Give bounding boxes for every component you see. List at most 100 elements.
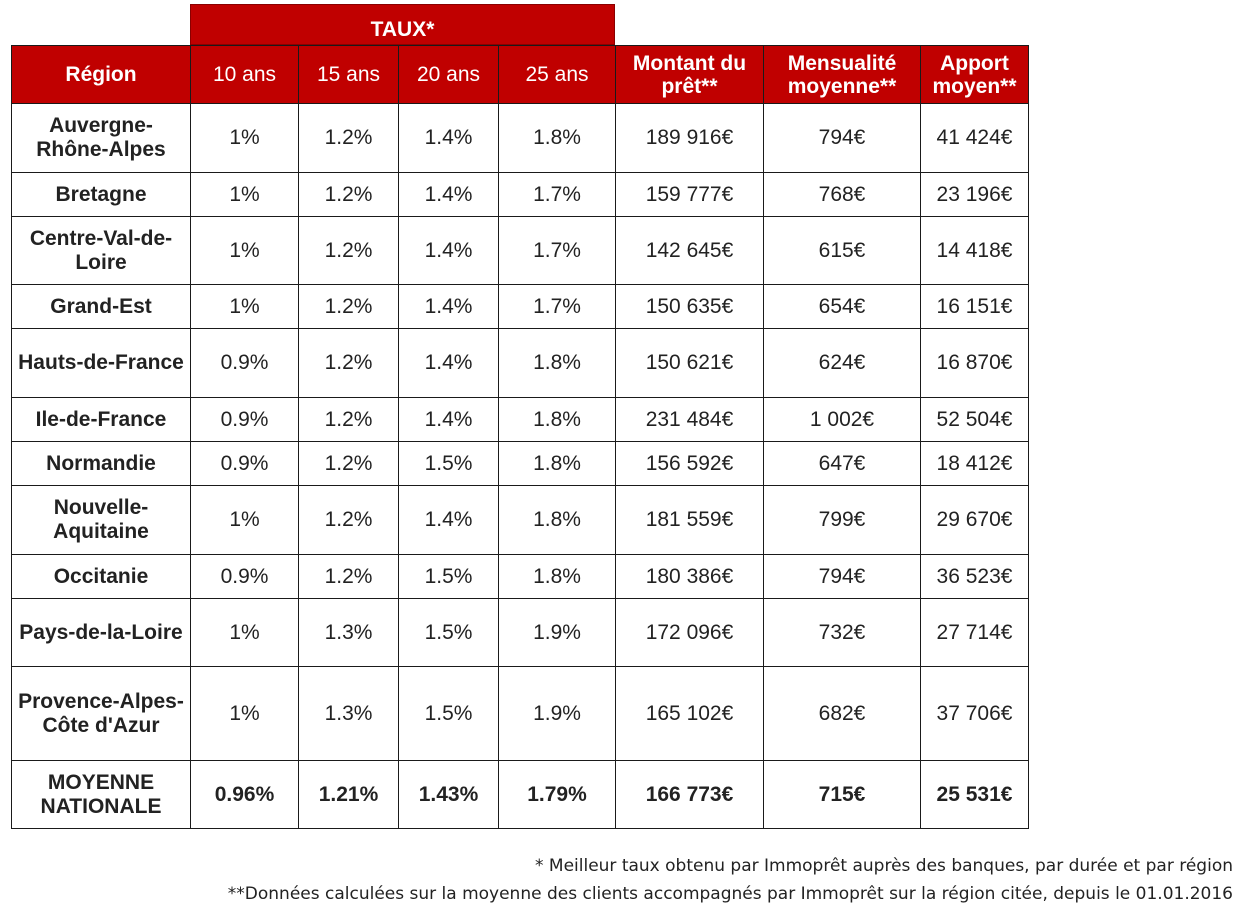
mensualite-cell: 768€ [763,172,921,217]
rate-15-cell: 1.2% [298,554,399,599]
region-cell: Grand-Est [11,284,191,329]
table-row: Bretagne 1% 1.2% 1.4% 1.7% 159 777€ 768€… [11,172,1029,217]
rate-15-cell: 1.2% [298,328,399,398]
rate-25-cell: 1.8% [498,397,616,442]
table-row: Provence-Alpes-Côte d'Azur 1% 1.3% 1.5% … [11,666,1029,761]
header-apport: Apport moyen** [920,45,1029,104]
rate-15-cell: 1.21% [298,760,399,829]
region-cell: Auvergne-Rhône-Alpes [11,103,191,173]
header-10-ans: 10 ans [190,45,299,104]
table-row: Occitanie 0.9% 1.2% 1.5% 1.8% 180 386€ 7… [11,554,1029,599]
rate-20-cell: 1.4% [398,485,499,555]
rate-10-cell: 1% [190,666,299,761]
apport-cell: 16 151€ [920,284,1029,329]
rate-10-cell: 0.9% [190,554,299,599]
rate-20-cell: 1.4% [398,216,499,285]
rate-20-cell: 1.4% [398,103,499,173]
rate-10-cell: 0.9% [190,441,299,486]
region-cell: Centre-Val-de-Loire [11,216,191,285]
region-cell: Normandie [11,441,191,486]
rate-15-cell: 1.2% [298,172,399,217]
table-header-row: Région 10 ans 15 ans 20 ans 25 ans Monta… [11,45,1029,104]
rate-15-cell: 1.2% [298,441,399,486]
rate-25-cell: 1.8% [498,554,616,599]
rate-25-cell: 1.9% [498,598,616,667]
region-cell: MOYENNE NATIONALE [11,760,191,829]
rate-25-cell: 1.79% [498,760,616,829]
apport-cell: 23 196€ [920,172,1029,217]
apport-cell: 36 523€ [920,554,1029,599]
apport-cell: 18 412€ [920,441,1029,486]
rate-15-cell: 1.3% [298,666,399,761]
rate-25-cell: 1.8% [498,485,616,555]
rate-10-cell: 1% [190,284,299,329]
region-cell: Hauts-de-France [11,328,191,398]
apport-cell: 52 504€ [920,397,1029,442]
header-20-ans: 20 ans [398,45,499,104]
region-cell: Nouvelle-Aquitaine [11,485,191,555]
footnotes: * Meilleur taux obtenu par Immoprêt aupr… [228,852,1233,908]
montant-cell: 180 386€ [615,554,764,599]
montant-cell: 189 916€ [615,103,764,173]
apport-cell: 29 670€ [920,485,1029,555]
montant-cell: 159 777€ [615,172,764,217]
rate-25-cell: 1.7% [498,216,616,285]
mensualite-cell: 647€ [763,441,921,486]
rate-20-cell: 1.4% [398,328,499,398]
rate-25-cell: 1.8% [498,103,616,173]
table-row: Centre-Val-de-Loire 1% 1.2% 1.4% 1.7% 14… [11,216,1029,285]
header-25-ans: 25 ans [498,45,616,104]
rate-20-cell: 1.5% [398,441,499,486]
rate-10-cell: 1% [190,172,299,217]
rate-10-cell: 1% [190,216,299,285]
montant-cell: 142 645€ [615,216,764,285]
region-cell: Provence-Alpes-Côte d'Azur [11,666,191,761]
table-row: Nouvelle-Aquitaine 1% 1.2% 1.4% 1.8% 181… [11,485,1029,555]
mensualite-cell: 794€ [763,103,921,173]
rate-20-cell: 1.4% [398,172,499,217]
mensualite-cell: 732€ [763,598,921,667]
region-cell: Pays-de-la-Loire [11,598,191,667]
rate-25-cell: 1.9% [498,666,616,761]
apport-cell: 41 424€ [920,103,1029,173]
apport-cell: 37 706€ [920,666,1029,761]
rate-20-cell: 1.5% [398,554,499,599]
montant-cell: 181 559€ [615,485,764,555]
region-cell: Bretagne [11,172,191,217]
header-region: Région [11,45,191,104]
taux-group-header: TAUX* [190,4,615,45]
rate-25-cell: 1.8% [498,328,616,398]
mensualite-cell: 1 002€ [763,397,921,442]
montant-cell: 156 592€ [615,441,764,486]
table-row: Hauts-de-France 0.9% 1.2% 1.4% 1.8% 150 … [11,328,1029,398]
montant-cell: 150 621€ [615,328,764,398]
loan-rates-table: Région 10 ans 15 ans 20 ans 25 ans Monta… [11,45,1029,829]
montant-cell: 150 635€ [615,284,764,329]
mensualite-cell: 715€ [763,760,921,829]
header-montant: Montant du prêt** [615,45,764,104]
rate-10-cell: 0.96% [190,760,299,829]
rate-15-cell: 1.3% [298,598,399,667]
mensualite-cell: 615€ [763,216,921,285]
national-average-row: MOYENNE NATIONALE 0.96% 1.21% 1.43% 1.79… [11,760,1029,829]
table-row: Normandie 0.9% 1.2% 1.5% 1.8% 156 592€ 6… [11,441,1029,486]
apport-cell: 16 870€ [920,328,1029,398]
table-row: Ile-de-France 0.9% 1.2% 1.4% 1.8% 231 48… [11,397,1029,442]
mensualite-cell: 799€ [763,485,921,555]
rate-25-cell: 1.7% [498,284,616,329]
mensualite-cell: 682€ [763,666,921,761]
montant-cell: 231 484€ [615,397,764,442]
rate-10-cell: 1% [190,485,299,555]
mensualite-cell: 654€ [763,284,921,329]
rate-15-cell: 1.2% [298,397,399,442]
apport-cell: 14 418€ [920,216,1029,285]
mensualite-cell: 794€ [763,554,921,599]
rate-10-cell: 0.9% [190,397,299,442]
header-15-ans: 15 ans [298,45,399,104]
montant-cell: 166 773€ [615,760,764,829]
apport-cell: 25 531€ [920,760,1029,829]
table-row: Auvergne-Rhône-Alpes 1% 1.2% 1.4% 1.8% 1… [11,103,1029,173]
rate-20-cell: 1.43% [398,760,499,829]
footnote-taux: * Meilleur taux obtenu par Immoprêt aupr… [535,856,1233,876]
rate-15-cell: 1.2% [298,103,399,173]
